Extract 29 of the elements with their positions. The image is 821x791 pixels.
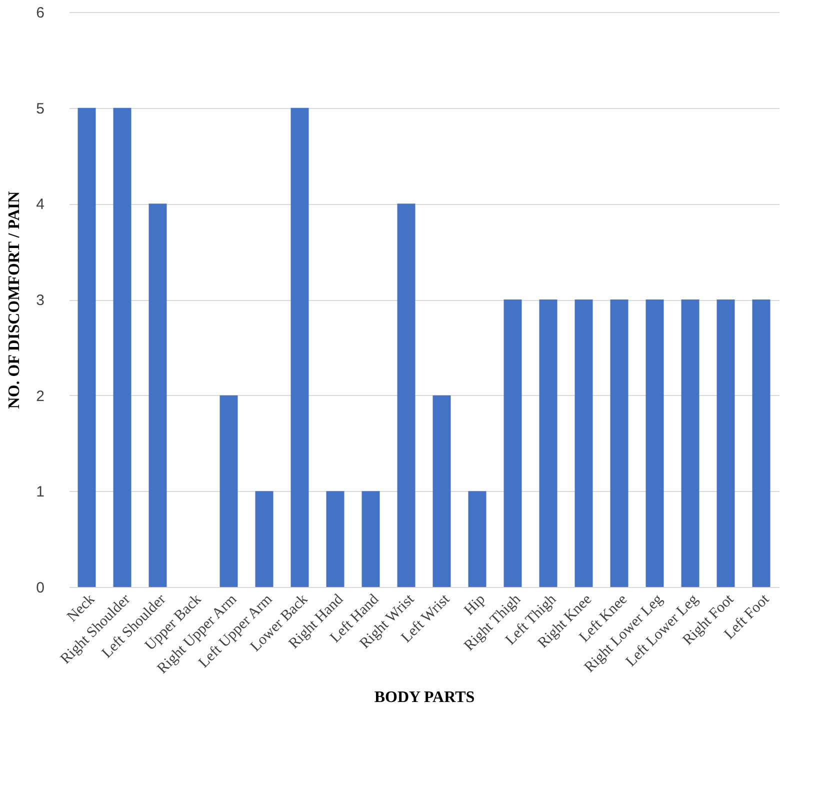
bar xyxy=(290,108,309,587)
x-tick-label: Hip xyxy=(461,592,489,619)
bar xyxy=(432,395,451,587)
bar xyxy=(504,300,522,587)
bar xyxy=(326,491,344,587)
y-tick-label: 3 xyxy=(36,292,44,309)
bar xyxy=(752,300,770,587)
bar xyxy=(574,300,593,587)
y-tick-label: 6 xyxy=(36,4,44,22)
bar xyxy=(646,300,664,587)
bar xyxy=(468,491,486,587)
y-axis-title: NO. OF DISCOMFORT / PAIN xyxy=(6,190,24,409)
bar xyxy=(397,204,416,587)
bar xyxy=(539,300,558,587)
bar xyxy=(220,395,238,587)
bar xyxy=(255,491,274,587)
y-tick-label: 1 xyxy=(36,484,44,501)
x-axis-title: BODY PARTS xyxy=(374,688,475,706)
bar xyxy=(610,300,628,587)
y-tick-label: 4 xyxy=(36,196,44,214)
y-tick-label: 0 xyxy=(36,580,44,596)
bar xyxy=(148,204,167,587)
bar xyxy=(78,108,96,587)
bar xyxy=(681,300,700,587)
bar xyxy=(113,108,132,587)
y-tick-label: 2 xyxy=(36,388,44,405)
y-tick-label: 5 xyxy=(36,100,44,118)
bar xyxy=(716,300,735,587)
bar xyxy=(362,491,380,587)
